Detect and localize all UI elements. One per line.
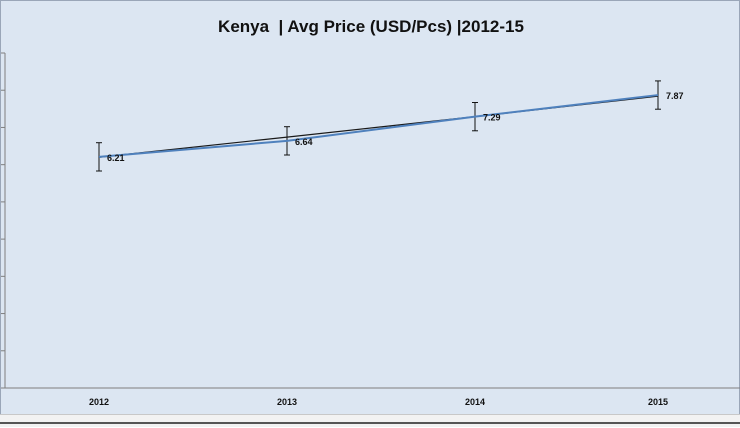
x-tick-label: 2013 xyxy=(277,397,297,407)
bottom-border-strip xyxy=(0,414,740,427)
data-label: 7.87 xyxy=(666,91,684,101)
x-tick-label: 2012 xyxy=(89,397,109,407)
x-tick-label: 2014 xyxy=(465,397,485,407)
data-label: 6.64 xyxy=(295,137,313,147)
chart-title: Kenya | Avg Price (USD/Pcs) |2012-15 xyxy=(218,17,524,36)
series-line xyxy=(98,94,659,158)
data-label: 7.29 xyxy=(483,113,501,123)
x-tick-label: 2015 xyxy=(648,397,668,407)
data-label: 6.21 xyxy=(107,153,125,163)
